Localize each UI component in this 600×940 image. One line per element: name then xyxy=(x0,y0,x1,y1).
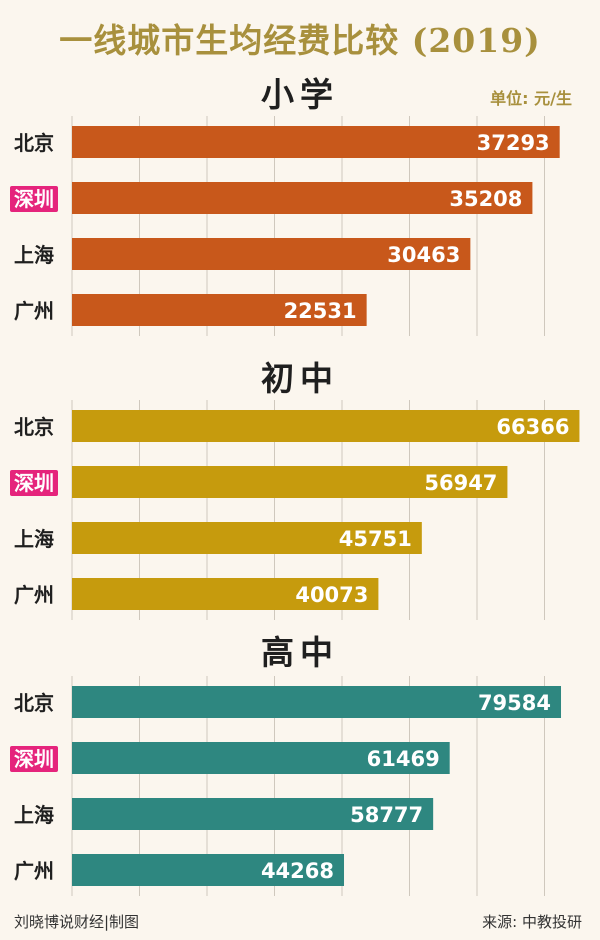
city-label: 深圳 xyxy=(14,471,54,495)
value-label: 58777 xyxy=(350,803,423,827)
value-label: 44268 xyxy=(261,859,334,883)
bar-chart-primary: 北京 37293 深圳 35208 上海 30463 广州 22531 xyxy=(10,116,560,336)
value-label: 30463 xyxy=(387,243,460,267)
value-label: 35208 xyxy=(449,187,522,211)
bar-primary xyxy=(72,126,560,158)
bar-middle xyxy=(72,578,379,610)
unit-label: 单位: 元/生 xyxy=(490,89,572,108)
city-label: 北京 xyxy=(14,691,54,715)
value-label: 22531 xyxy=(284,299,357,323)
value-label: 56947 xyxy=(424,471,497,495)
city-label: 上海 xyxy=(14,803,54,827)
city-label: 上海 xyxy=(14,243,54,267)
value-label: 79584 xyxy=(478,691,551,715)
section-title-middle: 初中 xyxy=(261,359,339,398)
bar-middle xyxy=(72,522,422,554)
value-label: 45751 xyxy=(339,527,412,551)
city-label: 深圳 xyxy=(14,747,54,771)
city-label: 北京 xyxy=(14,415,54,439)
city-label: 广州 xyxy=(14,299,54,323)
source-text: 来源: 中教投研 xyxy=(482,913,582,931)
bar-high xyxy=(72,798,434,830)
city-label: 深圳 xyxy=(14,187,54,211)
value-label: 61469 xyxy=(367,747,440,771)
city-label: 广州 xyxy=(14,583,54,607)
chart-title: 一线城市生均经费比较 (2019) xyxy=(59,21,541,60)
city-highlight-bg xyxy=(10,470,58,496)
city-label: 上海 xyxy=(14,527,54,551)
value-label: 37293 xyxy=(477,131,550,155)
bar-high xyxy=(72,686,562,718)
bar-middle xyxy=(72,410,580,442)
bar-chart-high: 北京 79584 深圳 61469 上海 58777 广州 44268 xyxy=(10,676,562,896)
city-label: 北京 xyxy=(14,131,54,155)
value-label: 40073 xyxy=(295,583,368,607)
city-highlight-bg xyxy=(10,186,58,212)
bar-high xyxy=(72,742,450,774)
section-title-high: 高中 xyxy=(261,633,339,672)
bar-primary xyxy=(72,294,367,326)
city-label: 广州 xyxy=(14,859,54,883)
city-highlight-bg xyxy=(10,746,58,772)
bar-middle xyxy=(72,466,508,498)
bar-chart-middle: 北京 66366 深圳 56947 上海 45751 广州 40073 xyxy=(10,400,580,620)
bar-primary xyxy=(72,182,533,214)
value-label: 66366 xyxy=(496,415,569,439)
credit-text: 刘晓博说财经|制图 xyxy=(14,913,140,931)
bar-high xyxy=(72,854,345,886)
section-title-primary: 小学 xyxy=(261,75,339,114)
bar-primary xyxy=(72,238,471,270)
